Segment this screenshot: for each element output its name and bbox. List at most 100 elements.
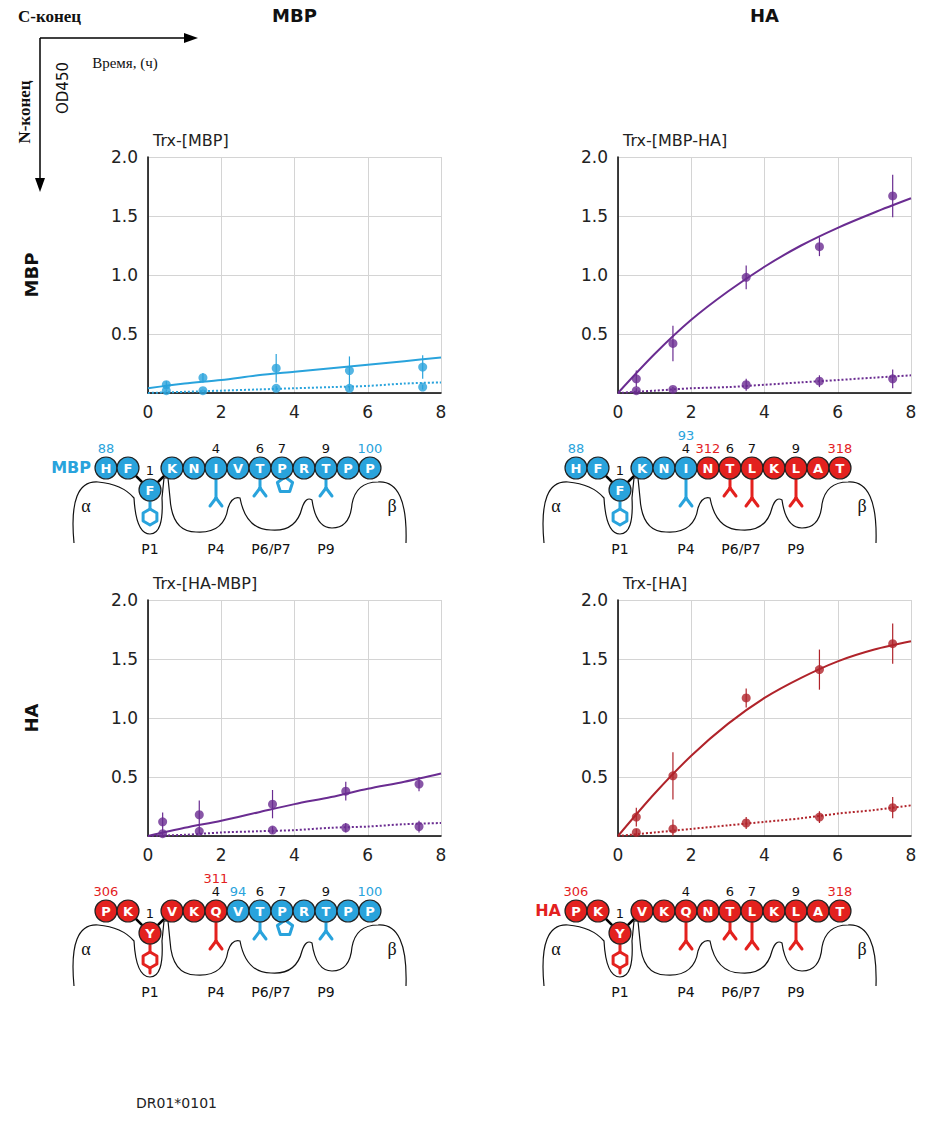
svg-text:1: 1 [616, 906, 624, 921]
svg-text:β: β [857, 939, 866, 959]
svg-text:I: I [214, 461, 219, 476]
svg-text:4: 4 [682, 884, 690, 899]
svg-text:6: 6 [726, 884, 734, 899]
svg-text:6: 6 [726, 441, 734, 456]
svg-text:P9: P9 [787, 984, 804, 1000]
svg-text:312: 312 [696, 441, 721, 456]
svg-text:P4: P4 [677, 984, 694, 1000]
svg-text:P: P [365, 904, 375, 919]
svg-text:4: 4 [212, 441, 220, 456]
svg-text:4: 4 [759, 845, 770, 865]
svg-text:P4: P4 [677, 541, 694, 557]
svg-text:2: 2 [686, 402, 697, 422]
svg-text:6: 6 [832, 402, 843, 422]
svg-text:7: 7 [748, 884, 756, 899]
svg-text:P6/P7: P6/P7 [721, 984, 760, 1000]
svg-text:K: K [769, 904, 780, 919]
svg-text:1.5: 1.5 [581, 206, 608, 226]
svg-text:306: 306 [94, 884, 119, 899]
svg-text:1.5: 1.5 [111, 206, 138, 226]
svg-text:9: 9 [792, 441, 800, 456]
svg-text:4: 4 [289, 402, 300, 422]
svg-text:1.0: 1.0 [581, 265, 608, 285]
svg-text:K: K [167, 461, 178, 476]
svg-text:311: 311 [204, 871, 229, 886]
svg-text:T: T [726, 904, 735, 919]
svg-text:4: 4 [682, 441, 690, 456]
svg-text:0.5: 0.5 [111, 324, 138, 344]
svg-text:T: T [836, 461, 845, 476]
svg-text:V: V [167, 904, 177, 919]
svg-text:C-конец: C-конец [18, 7, 81, 26]
svg-text:P9: P9 [317, 984, 334, 1000]
svg-text:T: T [836, 904, 845, 919]
svg-text:HA: HA [535, 901, 561, 920]
svg-text:9: 9 [792, 884, 800, 899]
svg-text:P1: P1 [141, 984, 158, 1000]
svg-text:100: 100 [358, 884, 383, 899]
svg-text:P4: P4 [207, 541, 224, 557]
svg-text:H: H [101, 461, 112, 476]
svg-text:HA: HA [21, 703, 42, 732]
svg-text:Trx-[HA-MBP]: Trx-[HA-MBP] [152, 574, 257, 593]
svg-text:Q: Q [680, 904, 691, 919]
svg-text:L: L [748, 904, 756, 919]
svg-text:1.0: 1.0 [111, 265, 138, 285]
svg-text:1: 1 [146, 906, 154, 921]
svg-text:Q: Q [210, 904, 221, 919]
svg-text:T: T [726, 461, 735, 476]
svg-text:6: 6 [256, 441, 264, 456]
svg-text:β: β [387, 496, 396, 516]
svg-text:Trx-[HA]: Trx-[HA] [622, 574, 687, 593]
svg-text:0.5: 0.5 [111, 767, 138, 787]
svg-text:2: 2 [686, 845, 697, 865]
svg-text:0: 0 [613, 402, 624, 422]
svg-text:Y: Y [614, 926, 625, 941]
svg-text:1.5: 1.5 [111, 649, 138, 669]
svg-text:6: 6 [362, 402, 373, 422]
svg-text:N: N [659, 461, 670, 476]
svg-text:1: 1 [616, 463, 624, 478]
svg-text:318: 318 [828, 441, 853, 456]
svg-text:N: N [189, 461, 200, 476]
svg-text:β: β [857, 496, 866, 516]
svg-text:88: 88 [98, 441, 115, 456]
svg-text:93: 93 [678, 428, 695, 443]
svg-text:P: P [277, 904, 287, 919]
svg-text:T: T [322, 461, 331, 476]
svg-text:7: 7 [278, 884, 286, 899]
svg-text:P6/P7: P6/P7 [721, 541, 760, 557]
svg-text:F: F [124, 461, 133, 476]
svg-text:1.0: 1.0 [581, 708, 608, 728]
svg-text:2.0: 2.0 [581, 590, 608, 610]
svg-text:8: 8 [906, 845, 917, 865]
svg-text:2.0: 2.0 [581, 147, 608, 167]
svg-text:P: P [571, 904, 581, 919]
svg-text:P1: P1 [141, 541, 158, 557]
svg-text:2.0: 2.0 [111, 147, 138, 167]
svg-text:1: 1 [146, 463, 154, 478]
svg-text:P: P [101, 904, 111, 919]
svg-text:L: L [748, 461, 756, 476]
svg-text:2: 2 [216, 845, 227, 865]
svg-text:T: T [322, 904, 331, 919]
svg-text:7: 7 [278, 441, 286, 456]
svg-text:α: α [551, 939, 561, 959]
svg-text:N-конец: N-конец [15, 80, 34, 143]
svg-text:P1: P1 [611, 541, 628, 557]
svg-text:L: L [792, 904, 800, 919]
svg-text:Y: Y [144, 926, 155, 941]
svg-text:318: 318 [828, 884, 853, 899]
svg-text:4: 4 [759, 402, 770, 422]
svg-text:8: 8 [906, 402, 917, 422]
svg-text:Время, (ч): Время, (ч) [92, 55, 158, 72]
svg-text:DR01*0101: DR01*0101 [136, 1095, 217, 1111]
svg-text:K: K [593, 904, 604, 919]
svg-text:P6/P7: P6/P7 [251, 984, 290, 1000]
svg-text:F: F [616, 483, 625, 498]
svg-text:P: P [343, 904, 353, 919]
svg-text:0: 0 [143, 402, 154, 422]
svg-text:K: K [659, 904, 670, 919]
svg-text:Trx-[MBP]: Trx-[MBP] [152, 131, 229, 150]
svg-text:6: 6 [832, 845, 843, 865]
